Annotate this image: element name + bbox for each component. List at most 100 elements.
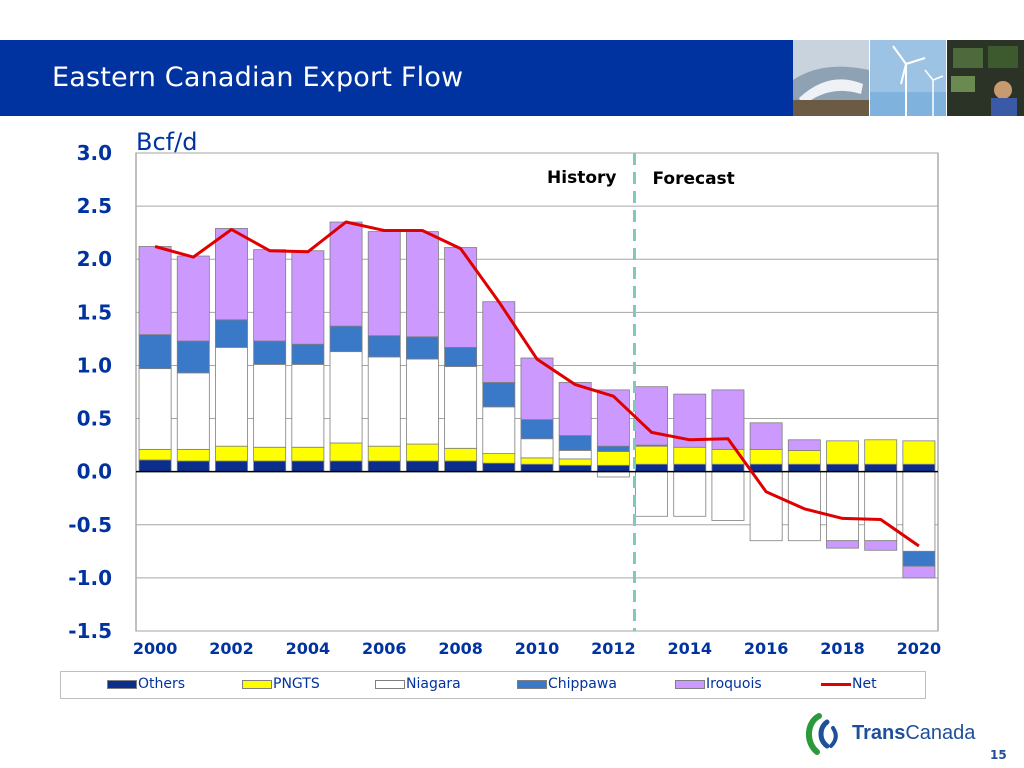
title-banner xyxy=(0,40,793,116)
x-tick-label: 2006 xyxy=(362,639,407,658)
net-series-line xyxy=(154,220,920,548)
bar-iroquois-2011 xyxy=(558,382,592,436)
bar-iroquois-2012 xyxy=(596,389,630,447)
bar-others-2008 xyxy=(444,460,478,473)
bar-others-2000 xyxy=(138,459,172,473)
bar-others-2006 xyxy=(367,460,401,473)
bar-others-2004 xyxy=(291,460,325,473)
history-label: History xyxy=(547,168,616,188)
transcanada-logo-icon xyxy=(806,713,838,755)
y-tick-label: 1.5 xyxy=(77,300,112,324)
y-tick-label: 0.5 xyxy=(77,407,112,431)
bar-niagara-2012 xyxy=(596,471,630,478)
net-line xyxy=(154,220,920,548)
bar-iroquois-2019 xyxy=(864,540,898,551)
bar-others-2007 xyxy=(405,460,439,473)
bar-iroquois-2006 xyxy=(367,231,401,337)
bar-chippawa-2009 xyxy=(482,382,516,408)
chart-legend: Others PNGTS Niagara Chippawa Iroquois Net xyxy=(60,671,926,699)
bar-pngts-2003 xyxy=(253,446,287,462)
bar-niagara-2019 xyxy=(864,471,898,542)
bar-others-2014 xyxy=(673,463,707,473)
bar-iroquois-2020 xyxy=(902,565,936,579)
bar-pngts-2016 xyxy=(749,448,783,465)
bar-others-2003 xyxy=(253,460,287,473)
logo-text-rest: Canada xyxy=(905,722,976,744)
bar-others-2012 xyxy=(596,464,630,473)
bar-niagara-2015 xyxy=(711,471,745,521)
bar-niagara-2001 xyxy=(176,372,210,450)
bar-niagara-2005 xyxy=(329,351,363,444)
logo-text-bold: Trans xyxy=(852,722,906,744)
bar-niagara-2007 xyxy=(405,358,439,445)
bar-niagara-2010 xyxy=(520,438,554,459)
transcanada-wordmark: TransCanada xyxy=(852,722,975,745)
bar-pngts-2018 xyxy=(826,440,859,465)
unit-label: Bcf/d xyxy=(136,128,198,156)
slide-title: Eastern Canadian Export Flow xyxy=(52,62,464,93)
bar-pngts-2008 xyxy=(444,447,478,462)
legend-swatch-iroquois xyxy=(675,680,705,689)
legend-swatch-chippawa xyxy=(517,680,547,689)
bar-pngts-2010 xyxy=(520,457,554,465)
bar-niagara-2000 xyxy=(138,368,172,450)
page-number: 15 xyxy=(990,748,1007,762)
bar-pngts-2013 xyxy=(635,445,669,465)
bar-iroquois-2003 xyxy=(253,249,287,342)
bar-pngts-2020 xyxy=(902,440,936,465)
bar-others-2010 xyxy=(520,463,554,473)
bar-niagara-2004 xyxy=(291,363,325,448)
bar-niagara-2013 xyxy=(635,471,669,517)
bar-others-2015 xyxy=(711,463,745,473)
legend-label: PNGTS xyxy=(273,676,320,692)
x-tick-label: 2008 xyxy=(438,639,483,658)
bar-chippawa-2000 xyxy=(138,334,172,370)
bar-pngts-2011 xyxy=(558,458,592,466)
bar-chippawa-2011 xyxy=(558,435,592,451)
x-tick-label: 2012 xyxy=(591,639,636,658)
bar-niagara-2018 xyxy=(826,471,859,542)
legend-label: Niagara xyxy=(406,676,461,692)
bar-chippawa-2004 xyxy=(291,343,325,365)
legend-swatch-niagara xyxy=(375,680,405,689)
bar-iroquois-2017 xyxy=(787,439,821,451)
bar-pngts-2007 xyxy=(405,443,439,462)
history-forecast-annotation: History Forecast xyxy=(547,153,735,631)
x-tick-label: 2000 xyxy=(133,639,178,658)
x-tick-label: 2010 xyxy=(515,639,560,658)
x-tick-label: 2020 xyxy=(897,639,942,658)
legend-swatch-pngts xyxy=(242,680,272,689)
header-photo-strip xyxy=(793,40,1024,116)
bar-iroquois-2001 xyxy=(176,255,210,342)
x-tick-label: 2018 xyxy=(820,639,865,658)
header-photos xyxy=(793,40,1024,116)
bar-pngts-2019 xyxy=(864,439,898,465)
y-tick-label: -1.5 xyxy=(68,619,112,643)
y-tick-label: 2.5 xyxy=(77,194,112,218)
bar-iroquois-2018 xyxy=(826,540,859,549)
bar-pngts-2005 xyxy=(329,442,363,462)
bar-iroquois-2009 xyxy=(482,301,516,383)
bar-iroquois-2013 xyxy=(635,386,669,446)
bar-others-2016 xyxy=(749,463,783,473)
bar-pngts-2001 xyxy=(176,448,210,462)
bar-others-2018 xyxy=(826,463,859,473)
bar-pngts-2002 xyxy=(215,445,248,462)
bar-iroquois-2005 xyxy=(329,221,363,327)
bar-others-2013 xyxy=(635,463,669,473)
bar-others-2017 xyxy=(787,463,821,473)
bar-chippawa-2008 xyxy=(444,346,478,367)
bar-chippawa-2020 xyxy=(902,550,936,567)
bar-chippawa-2003 xyxy=(253,340,287,365)
bar-iroquois-2002 xyxy=(215,228,248,321)
legend-label: Iroquois xyxy=(706,676,762,692)
legend-swatch-others xyxy=(107,680,137,689)
axes: 3.0 2.5 2.0 1.5 1.0 0.5 0.0 -0.5 -1.0 -1.5 2000 200… xyxy=(68,141,941,658)
bar-chippawa-2010 xyxy=(520,419,554,440)
bar-pngts-2012 xyxy=(596,451,630,466)
bar-others-2001 xyxy=(176,460,210,473)
bar-niagara-2008 xyxy=(444,366,478,449)
y-tick-label: -1.0 xyxy=(68,566,112,590)
bar-iroquois-2016 xyxy=(749,422,783,450)
bar-pngts-2014 xyxy=(673,446,707,465)
